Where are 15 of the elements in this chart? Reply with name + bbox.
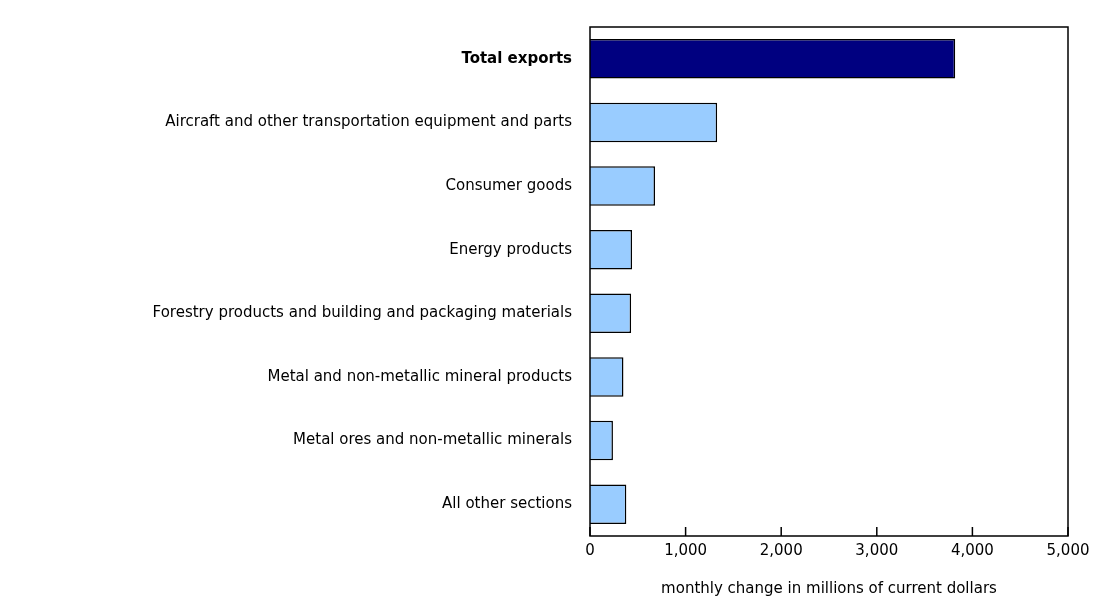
y-tick-label: Energy products [449,239,573,258]
x-tick-label: 0 [585,540,595,559]
y-tick-label: Metal ores and non-metallic minerals [293,430,573,449]
y-tick-label: Forestry products and building and packaging materials [152,303,573,322]
y-tick-label: Aircraft and other transportation equipment and parts [165,112,573,131]
y-tick-label: Total exports [461,48,573,67]
y-tick-label: Consumer goods [445,175,573,194]
x-tick-label: 2,000 [759,540,803,559]
x-tick-label: 4,000 [950,540,994,559]
x-tick-label: 5,000 [1046,540,1090,559]
x-tick-label: 1,000 [664,540,708,559]
x-axis-title: monthly change in millions of current dollars [661,578,998,597]
y-tick-label: Metal and non-metallic mineral products [267,366,573,385]
x-tick-label: 3,000 [855,540,899,559]
y-tick-label: All other sections [442,494,573,513]
